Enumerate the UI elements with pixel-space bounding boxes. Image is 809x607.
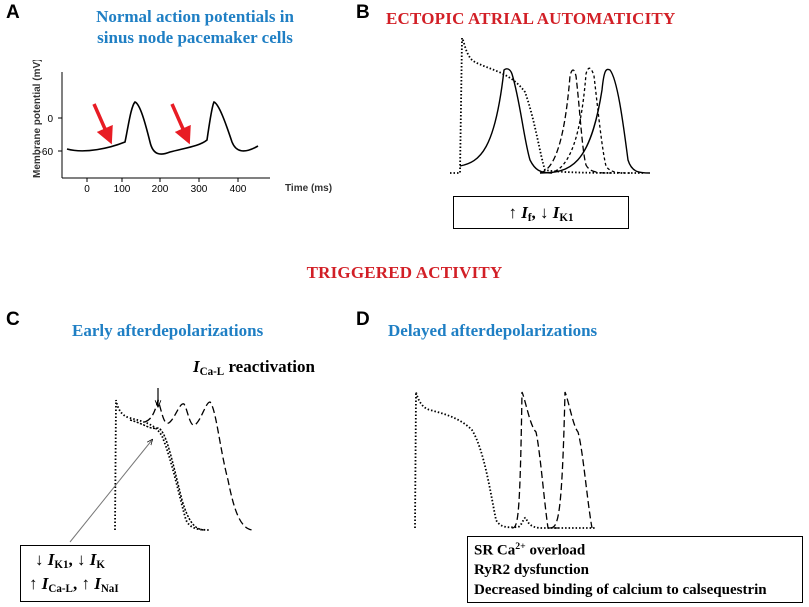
- panel-d-traces: [414, 391, 595, 529]
- arrow-down-ik: ↓: [77, 550, 86, 569]
- arrow-down-ik1: ↓: [540, 203, 549, 222]
- arrow-up-inal: ↑: [81, 574, 90, 593]
- x-tick-300: 300: [191, 184, 208, 195]
- panel-b-traces: [450, 35, 651, 174]
- panel-c-traces: [69, 388, 253, 543]
- current-inal-sub: NaI: [100, 582, 119, 595]
- triggered-activity-title: TRIGGERED ACTIVITY: [306, 263, 503, 282]
- panel-c-current-box: ↓ IK1, ↓ IK ↑ ICa-L, ↑ INaI: [20, 545, 150, 602]
- panel-c-title: Early afterdepolarizations: [72, 321, 264, 340]
- y-tick-0: 0: [47, 114, 53, 125]
- panel-a-title-line2: sinus node pacemaker cells: [97, 28, 293, 47]
- sinus-node-trace: [66, 100, 259, 155]
- panel-b-current-box: ↑ If, ↓ IK1: [453, 196, 629, 229]
- current-ik-sub: K: [96, 558, 105, 571]
- current-if-sub: f: [527, 211, 532, 224]
- overload-text: overload: [525, 542, 586, 559]
- ead-middle-trace: [129, 419, 206, 531]
- panel-c-box-line2: ↑ ICa-L, ↑ INaI: [29, 574, 119, 595]
- ica-l-reactivation-label: ICa-L reactivation: [193, 357, 315, 378]
- reactivation-text: reactivation: [228, 357, 315, 376]
- dad-dashed-trace-1: [511, 391, 558, 529]
- ica-l-current-sub: Ca-L: [199, 365, 225, 378]
- panel-a-title: Normal action potentials in sinus node p…: [70, 6, 320, 48]
- ectopic-dotted-trace: [450, 35, 646, 174]
- panel-d-title: Delayed afterdepolarizations: [388, 321, 598, 340]
- red-arrow-2: [170, 103, 191, 145]
- panel-a-letter: A: [6, 2, 20, 23]
- current-ical: I: [41, 574, 49, 593]
- current-ik1-sub: K1: [54, 558, 69, 571]
- ead-dashed-trace: [144, 397, 253, 531]
- ectopic-solid-trace-2: [539, 68, 651, 174]
- x-axis-label: Time (ms): [285, 183, 332, 194]
- panel-d-mechanism-box: SR Ca2+ overload RyR2 dysfunction Decrea…: [467, 536, 803, 603]
- dad-dashed-trace-2: [549, 391, 593, 529]
- arrow-up-if: ↑: [508, 203, 517, 222]
- ectopic-solid-trace-1: [459, 68, 553, 174]
- panel-a-title-line1: Normal action potentials in: [96, 7, 294, 26]
- panel-b-letter: B: [356, 2, 370, 23]
- arrow-down-ik1: ↓: [35, 550, 44, 569]
- ica-l-current: I: [193, 357, 200, 376]
- ectopic-dashed-trace: [539, 69, 611, 174]
- panel-c-box-line1: ↓ IK1, ↓ IK: [35, 550, 105, 571]
- y-tick-neg60: -60: [39, 147, 54, 158]
- panel-d-box-line2: RyR2 dysfunction: [474, 562, 589, 578]
- panel-d-letter: D: [356, 309, 370, 330]
- current-ik1-sub: K1: [559, 211, 574, 224]
- panel-d-box-line1: SR Ca2+ overload: [474, 541, 585, 559]
- current-ik1: I: [47, 550, 55, 569]
- red-arrow-1: [92, 103, 113, 145]
- panel-b-current-text: ↑ If, ↓ IK1: [454, 203, 628, 224]
- dad-dotted-trace: [414, 391, 595, 529]
- x-tick-0: 0: [84, 184, 90, 195]
- current-ical-sub: Ca-L: [48, 582, 73, 595]
- y-axis-label: Membrane potential (mV): [32, 60, 43, 178]
- sep-1: ,: [68, 550, 73, 569]
- arrow-up-ical: ↑: [29, 574, 38, 593]
- box-b-separator: ,: [531, 203, 536, 222]
- x-tick-400: 400: [230, 184, 247, 195]
- panel-d-box-line3: Decreased binding of calcium to calseque…: [474, 582, 767, 598]
- sep-2: ,: [72, 574, 78, 593]
- current-if: I: [521, 203, 528, 222]
- panel-c-letter: C: [6, 309, 20, 330]
- current-inal: I: [94, 574, 101, 593]
- x-tick-100: 100: [114, 184, 131, 195]
- ead-dotted-trace: [114, 399, 211, 531]
- ectopic-short-dashed-trace: [549, 67, 631, 174]
- box-pointer-line: [69, 440, 152, 543]
- sr-ca-text: SR Ca: [474, 542, 516, 559]
- current-ik: I: [89, 550, 97, 569]
- x-tick-200: 200: [152, 184, 169, 195]
- panel-b-title: ECTOPIC ATRIAL AUTOMATICITY: [386, 9, 676, 28]
- panel-a-chart: Membrane potential (mV) 0 -60 0 100 200 …: [32, 60, 332, 195]
- ca-charge-sup: 2+: [515, 541, 526, 552]
- current-ik1: I: [552, 203, 560, 222]
